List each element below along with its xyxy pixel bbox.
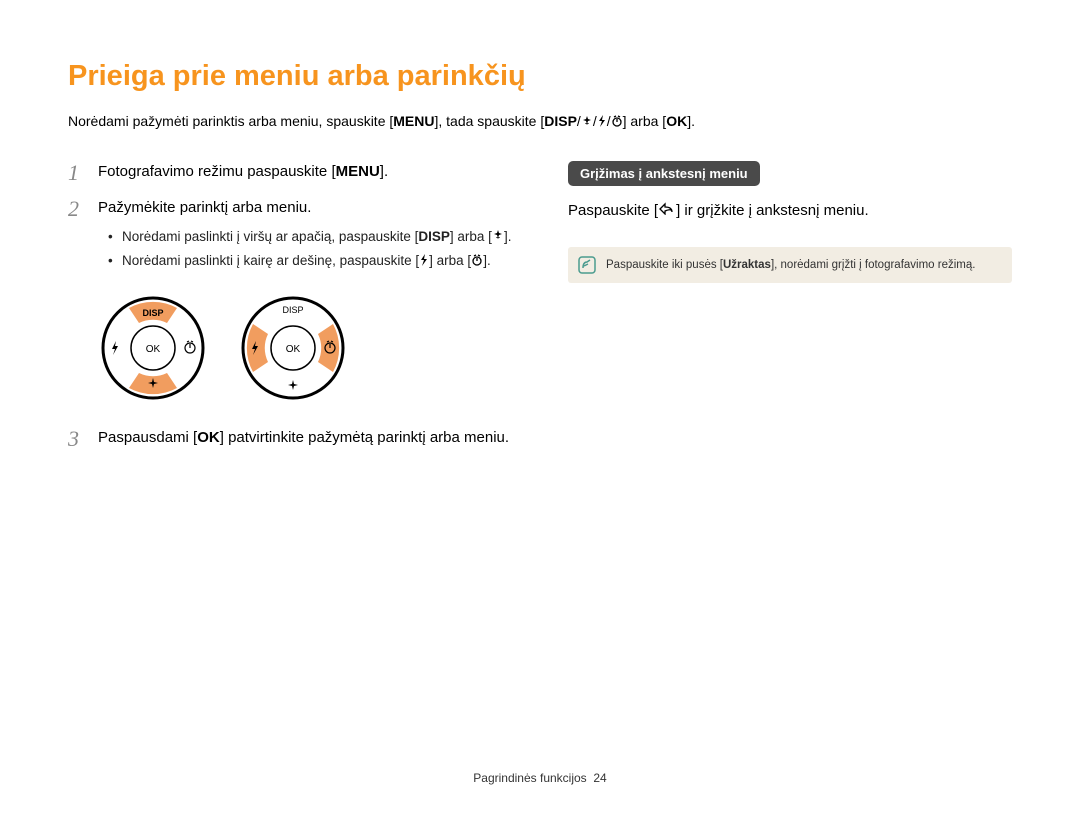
disp-label: DISP bbox=[282, 305, 303, 315]
bullet-item: Norėdami paslinkti į viršų ar apačią, pa… bbox=[108, 227, 528, 247]
bullet-list: Norėdami paslinkti į viršų ar apačią, pa… bbox=[98, 227, 528, 271]
step-number: 2 bbox=[68, 197, 84, 221]
timer-icon bbox=[611, 112, 623, 133]
dial-diagrams: DISP OK bbox=[98, 293, 528, 403]
step-3: 3 Paspausdami [OK] patvirtinkite pažymėt… bbox=[68, 427, 528, 451]
flower-icon bbox=[492, 227, 504, 247]
ok-label: OK bbox=[286, 344, 301, 355]
intro-text: Norėdami pažymėti parinktis arba meniu, … bbox=[68, 111, 1012, 133]
flower-icon bbox=[581, 112, 593, 133]
page-title: Prieiga prie meniu arba parinkčių bbox=[68, 60, 1012, 93]
step-number: 1 bbox=[68, 161, 84, 185]
flash-icon bbox=[597, 112, 607, 133]
dial-horizontal: DISP OK bbox=[238, 293, 348, 403]
step-1: 1 Fotografavimo režimu paspauskite [MENU… bbox=[68, 161, 528, 185]
bullet-item: Norėdami paslinkti į kairę ar dešinę, pa… bbox=[108, 251, 528, 271]
dial-vertical: DISP OK bbox=[98, 293, 208, 403]
back-icon bbox=[658, 200, 676, 223]
step-number: 3 bbox=[68, 427, 84, 451]
content-columns: 1 Fotografavimo režimu paspauskite [MENU… bbox=[68, 161, 1012, 464]
step-body: Fotografavimo režimu paspauskite [MENU]. bbox=[98, 161, 528, 183]
flash-icon bbox=[419, 252, 429, 272]
back-instruction: Paspauskite [] ir grįžkite į ankstesnį m… bbox=[568, 200, 1012, 223]
right-column: Grįžimas į ankstesnį meniu Paspauskite [… bbox=[568, 161, 1012, 464]
step-2: 2 Pažymėkite parinktį arba meniu. Norėda… bbox=[68, 197, 528, 275]
note-box: Paspauskite iki pusės [Užraktas], norėda… bbox=[568, 247, 1012, 283]
page-footer: Pagrindinės funkcijos 24 bbox=[0, 771, 1080, 785]
timer-icon bbox=[471, 252, 483, 272]
step-body: Pažymėkite parinktį arba meniu. Norėdami… bbox=[98, 197, 528, 275]
disp-label: DISP bbox=[142, 308, 163, 318]
section-heading: Grįžimas į ankstesnį meniu bbox=[568, 161, 760, 186]
ok-label: OK bbox=[146, 344, 161, 355]
note-icon bbox=[578, 256, 596, 274]
step-body: Paspausdami [OK] patvirtinkite pažymėtą … bbox=[98, 427, 528, 449]
left-column: 1 Fotografavimo režimu paspauskite [MENU… bbox=[68, 161, 528, 464]
